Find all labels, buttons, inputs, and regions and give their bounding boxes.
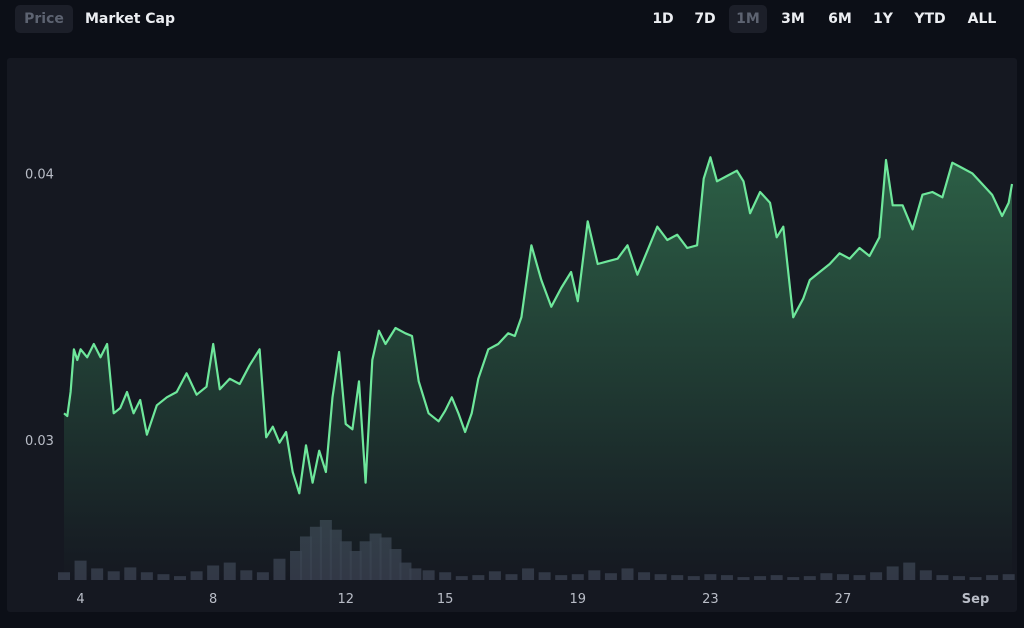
x-tick-label: 15 — [437, 592, 454, 607]
x-tick-label: 27 — [835, 592, 852, 607]
x-tick-label: Sep — [962, 592, 990, 607]
x-tick-label: 8 — [209, 592, 217, 607]
range-1d-button[interactable]: 1D — [652, 11, 674, 27]
x-axis: 4 8 12 15 19 23 27 Sep — [76, 592, 989, 607]
range-1m-button[interactable]: 1M — [729, 5, 767, 33]
range-3m-button[interactable]: 3M — [781, 11, 805, 27]
x-tick-label: 12 — [337, 592, 354, 607]
range-ytd-button[interactable]: YTD — [914, 11, 946, 27]
range-all-button[interactable]: ALL — [967, 11, 997, 27]
x-tick-label: 23 — [702, 592, 719, 607]
y-tick-label: 0.04 — [25, 167, 54, 182]
range-6m-button[interactable]: 6M — [828, 11, 852, 27]
price-line — [63, 156, 1014, 495]
price-toggle-button[interactable]: Price — [15, 5, 73, 33]
y-axis: 0.03 0.04 — [25, 167, 54, 449]
top-toolbar: Price Market Cap 1D 7D 1M 3M 6M 1Y YTD A… — [0, 0, 1024, 40]
range-7d-button[interactable]: 7D — [694, 11, 716, 27]
y-tick-label: 0.03 — [25, 434, 54, 449]
x-tick-label: 19 — [570, 592, 587, 607]
market-cap-toggle-button[interactable]: Market Cap — [84, 11, 176, 27]
x-tick-label: 4 — [76, 592, 84, 607]
price-area-fill — [64, 157, 1012, 581]
range-1y-button[interactable]: 1Y — [873, 11, 893, 27]
